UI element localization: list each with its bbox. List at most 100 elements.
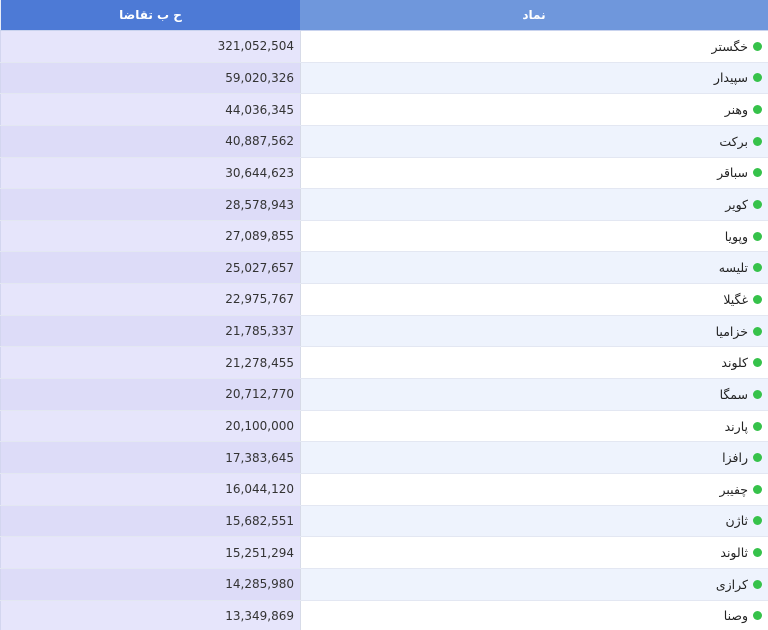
symbol-cell[interactable]: برکت [300,125,768,157]
demand-value: 21,278,455 [0,347,300,379]
demand-value: 21,785,337 [0,315,300,347]
symbol-name[interactable]: خگستر [711,38,748,54]
symbol-name[interactable]: رافزا [722,450,748,466]
symbol-name[interactable]: وصنا [723,608,748,624]
symbol-name[interactable]: چفیبر [719,481,749,497]
status-dot-icon [753,294,762,304]
status-dot-icon [753,73,762,83]
status-dot-icon [753,263,762,273]
symbol-name[interactable]: تلیسه [718,260,748,276]
status-dot-icon [753,421,762,431]
status-dot-icon [753,548,762,558]
symbol-cell[interactable]: غگیلا [300,284,768,315]
symbol-cell[interactable]: کویر [300,189,768,220]
symbol-name[interactable]: کویر [725,197,748,213]
symbol-cell[interactable]: کرازی [300,568,768,600]
demand-value: 25,027,657 [0,252,300,284]
symbol-name[interactable]: کرازی [715,576,748,592]
demand-value: 14,285,980 [0,568,300,600]
status-dot-icon [753,484,762,494]
symbol-name[interactable]: ثالوند [720,545,748,561]
table-row[interactable]: وصنا 13,349,869 [0,600,768,630]
symbol-cell[interactable]: پارند [300,410,768,442]
demand-value: 40,887,562 [0,125,300,157]
status-dot-icon [753,389,762,399]
symbol-cell[interactable]: سمگا [300,379,768,410]
table-row[interactable]: برکت 40,887,562 [0,125,768,158]
table-row[interactable]: کویر 28,578,943 [0,189,768,221]
table-row[interactable]: پارند 20,100,000 [0,410,768,443]
symbol-cell[interactable]: خزامیا [300,315,768,347]
symbol-cell[interactable]: وپویا [300,220,768,252]
table-row[interactable]: غگیلا 22,975,767 [0,284,768,316]
table-row[interactable]: سمگا 20,712,770 [0,379,768,411]
table-row[interactable]: چفیبر 16,044,120 [0,473,768,506]
symbol-name[interactable]: پارند [724,418,748,434]
table-row[interactable]: رافزا 17,383,645 [0,442,768,474]
table-row[interactable]: خزامیا 21,785,337 [0,315,768,348]
demand-value: 17,383,645 [0,442,300,473]
demand-value: 27,089,855 [0,220,300,252]
column-header-symbol[interactable]: نماد [300,0,768,30]
status-dot-icon [753,105,762,115]
demand-value: 20,100,000 [0,410,300,442]
symbol-cell[interactable]: سپیدار [300,62,768,94]
symbol-cell[interactable]: رافزا [300,442,768,473]
table-row[interactable]: ثالوند 15,251,294 [0,537,768,569]
demand-value: 20,712,770 [0,379,300,410]
symbol-cell[interactable]: وهنر [300,94,768,125]
demand-value: 30,644,623 [0,157,300,189]
table-row[interactable]: خگستر 321,052,504 [0,31,768,63]
symbol-name[interactable]: خزامیا [715,323,748,339]
symbol-name[interactable]: کلوند [721,355,748,371]
symbol-name[interactable]: وهنر [724,102,748,118]
table-header: نماد ح ب تقاضا [0,0,768,31]
demand-value: 15,682,551 [0,505,300,537]
table-row[interactable]: تلیسه 25,027,657 [0,252,768,285]
symbol-name[interactable]: سباقر [717,165,748,181]
column-header-demand[interactable]: ح ب تقاضا [0,0,300,30]
status-dot-icon [753,200,762,210]
symbol-cell[interactable]: کلوند [300,347,768,379]
demand-value: 13,349,869 [0,600,300,630]
symbol-cell[interactable]: خگستر [300,31,768,62]
status-dot-icon [753,516,762,526]
status-dot-icon [753,231,762,241]
symbol-name[interactable]: غگیلا [723,291,748,307]
table-row[interactable]: سپیدار 59,020,326 [0,62,768,95]
demand-value: 59,020,326 [0,62,300,94]
demand-value: 28,578,943 [0,189,300,220]
status-dot-icon [753,168,762,178]
status-dot-icon [753,453,762,463]
symbol-cell[interactable]: ثاژن [300,505,768,537]
symbol-cell[interactable]: ثالوند [300,537,768,568]
symbol-name[interactable]: ثاژن [725,513,748,529]
symbol-name[interactable]: وپویا [724,228,748,244]
table-row[interactable]: ثاژن 15,682,551 [0,505,768,538]
symbol-name[interactable]: سمگا [719,386,748,402]
demand-value: 321,052,504 [0,31,300,62]
symbol-cell[interactable]: سباقر [300,157,768,189]
demand-value: 15,251,294 [0,537,300,568]
demand-value: 22,975,767 [0,284,300,315]
demand-value: 44,036,345 [0,94,300,125]
status-dot-icon [753,326,762,336]
symbol-cell[interactable]: چفیبر [300,473,768,505]
table-body: خگستر 321,052,504 سپیدار 59,020,326 وهنر 44,0… [0,31,768,630]
symbol-name[interactable]: سپیدار [713,70,748,86]
symbol-cell[interactable]: وصنا [300,600,768,630]
demand-value: 16,044,120 [0,473,300,505]
table-row[interactable]: سباقر 30,644,623 [0,157,768,190]
status-dot-icon [753,358,762,368]
table-row[interactable]: کلوند 21,278,455 [0,347,768,380]
table-row[interactable]: وهنر 44,036,345 [0,94,768,126]
table-row[interactable]: کرازی 14,285,980 [0,568,768,601]
symbol-name[interactable]: برکت [719,133,748,149]
status-dot-icon [753,136,762,146]
status-dot-icon [753,41,762,51]
symbol-cell[interactable]: تلیسه [300,252,768,284]
status-dot-icon [753,579,762,589]
status-dot-icon [753,611,762,621]
table-row[interactable]: وپویا 27,089,855 [0,220,768,253]
